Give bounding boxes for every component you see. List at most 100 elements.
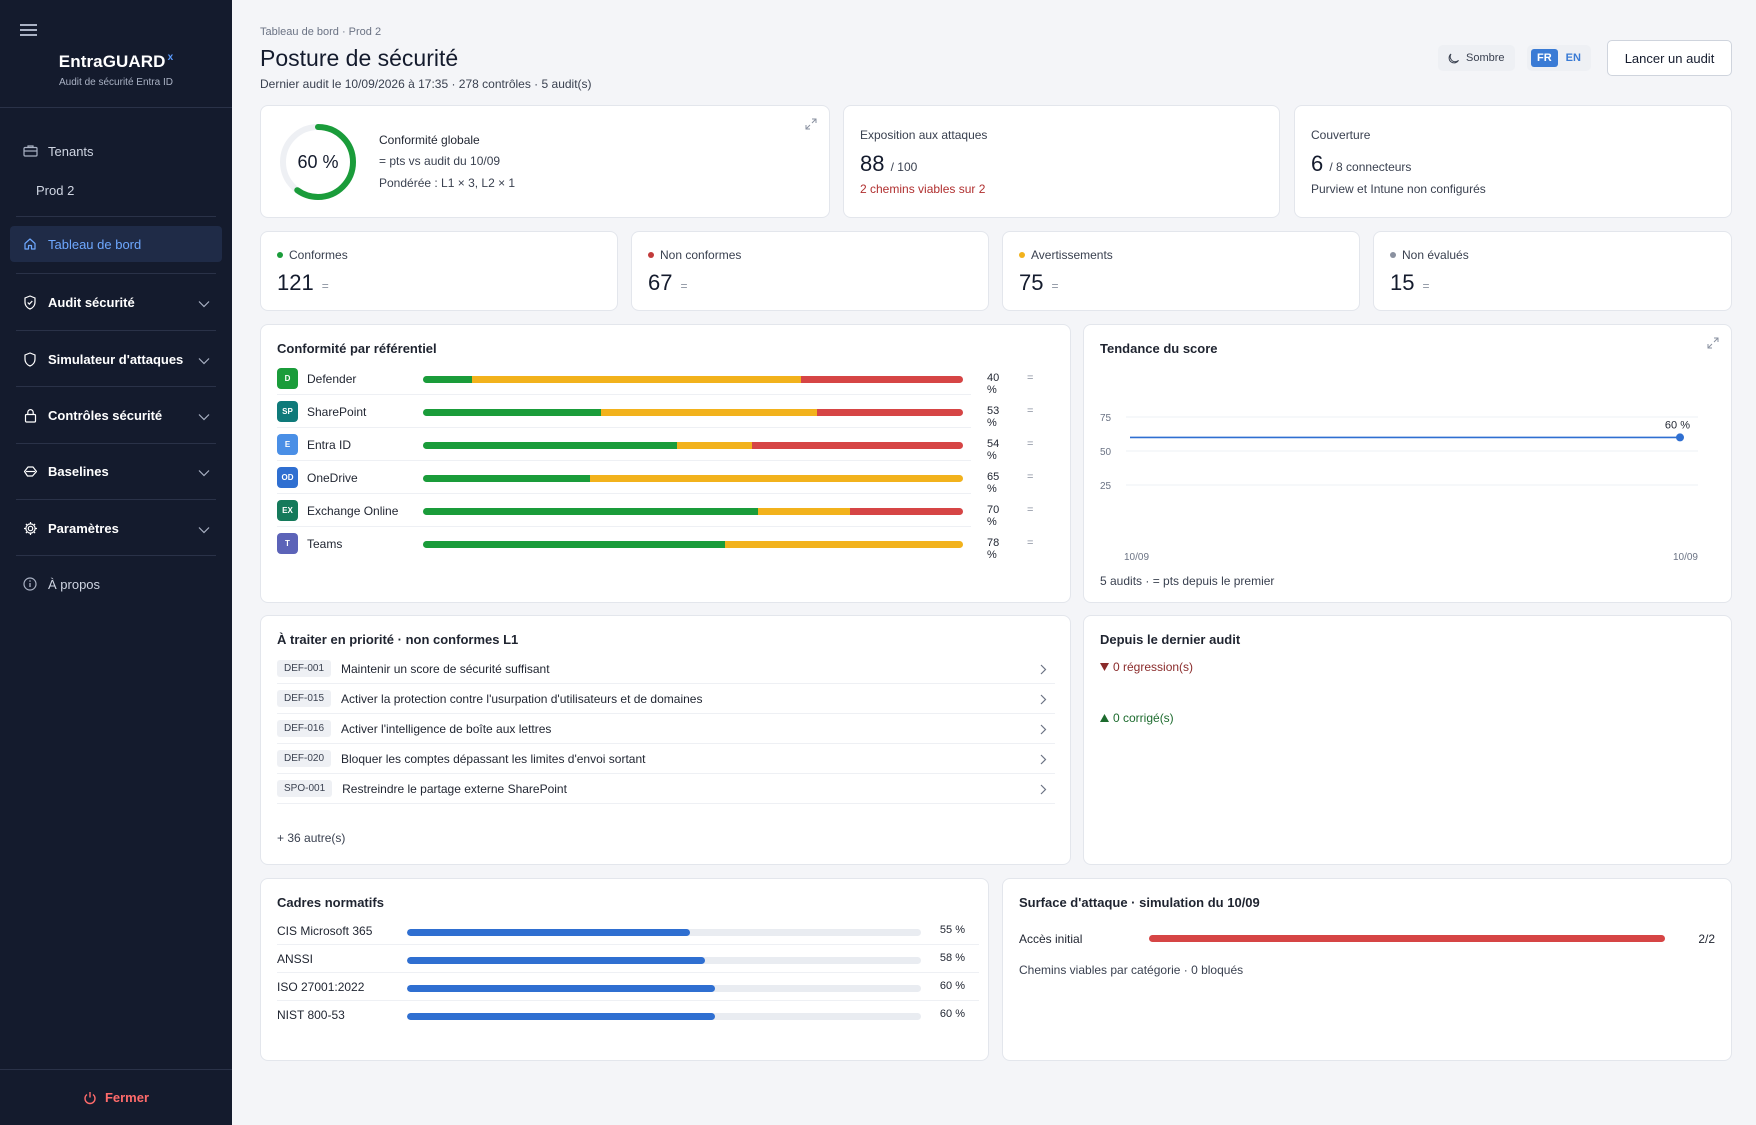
bar-segment-warn xyxy=(725,541,963,548)
priority-item[interactable]: DEF-020 Bloquer les comptes dépassant les… xyxy=(277,744,1055,774)
framework-row[interactable]: ANSSI 58 % xyxy=(277,945,979,973)
sidebar-item-label: Tenants xyxy=(48,143,94,159)
bar-segment-fail xyxy=(800,376,963,383)
bar-segment-fail xyxy=(849,508,963,515)
status-dot xyxy=(648,252,654,258)
control-title: Maintenir un score de sécurité suffisant xyxy=(341,661,550,676)
expand-icon[interactable] xyxy=(1707,337,1719,349)
attack-category-value: 2/2 xyxy=(1698,932,1715,946)
status-dot xyxy=(1390,252,1396,258)
triangle-down-icon xyxy=(1100,663,1109,671)
stat-label: Avertissements xyxy=(1019,248,1113,262)
framework-row[interactable]: ISO 27001:2022 60 % xyxy=(277,973,979,1001)
close-label: Fermer xyxy=(104,1090,150,1105)
chevron-down-icon xyxy=(198,522,210,537)
trend-card: Tendance du score 75 50 25 60 % 10/09 10/09 5… xyxy=(1083,324,1732,603)
trend-note: 5 audits · = pts depuis le premier xyxy=(1100,574,1275,588)
service-delta: = xyxy=(1027,405,1034,417)
tenant-prod2[interactable]: Prod 2 xyxy=(36,183,75,198)
sidebar-divider xyxy=(0,107,232,108)
control-title: Activer l'intelligence de boîte aux lett… xyxy=(341,721,552,736)
service-percent: 54 % xyxy=(987,438,1000,462)
service-name: SharePoint xyxy=(307,405,367,419)
run-audit-button[interactable]: Lancer un audit xyxy=(1607,40,1732,76)
y-tick-label: 25 xyxy=(1100,481,1112,492)
service-badge: SP xyxy=(277,401,298,422)
status-dot xyxy=(1019,252,1025,258)
priority-item[interactable]: SPO-001 Restreindre le partage externe Sh… xyxy=(277,774,1055,804)
sidebar-item-about[interactable]: À propos xyxy=(10,566,222,602)
sidebar-separator xyxy=(16,443,216,444)
sidebar-separator xyxy=(16,216,216,217)
stat-card-not-evaluated: Non évalués 15 = xyxy=(1373,231,1732,311)
priority-item[interactable]: DEF-016 Activer l'intelligence de boîte a… xyxy=(277,714,1055,744)
framework-row[interactable]: CIS Microsoft 365 55 % xyxy=(277,917,979,945)
referential-row[interactable]: SP SharePoint 53 % = xyxy=(277,395,1033,429)
framework-bar xyxy=(407,985,921,992)
referential-row[interactable]: EX Exchange Online 70 % = xyxy=(277,494,1033,528)
framework-percent: 55 % xyxy=(939,924,965,936)
coverage-note: Purview et Intune non configurés xyxy=(1311,182,1486,196)
framework-bar xyxy=(407,929,921,936)
sidebar-item-tenants[interactable]: Tenants xyxy=(10,133,222,169)
referential-row[interactable]: E Entra ID 54 % = xyxy=(277,428,1033,462)
sidebar-item-baselines[interactable]: Baselines xyxy=(10,453,222,489)
service-name: OneDrive xyxy=(307,471,358,485)
lang-en-button[interactable]: EN xyxy=(1565,52,1581,64)
bar-segment-pass xyxy=(423,376,472,383)
since-last-audit-card: Depuis le dernier audit 0 régression(s) … xyxy=(1083,615,1732,865)
brand-mark: x xyxy=(167,52,174,64)
chevron-right-icon xyxy=(1040,664,1047,675)
referential-row[interactable]: OD OneDrive 65 % = xyxy=(277,461,1033,495)
lang-fr-button[interactable]: FR xyxy=(1531,49,1558,67)
more-items-link[interactable]: + 36 autre(s) xyxy=(277,831,346,845)
bar-segment-warn xyxy=(590,475,963,482)
referential-row[interactable]: T Teams 78 % = xyxy=(277,527,1033,561)
attack-surface-card: Surface d'attaque · simulation du 10/09 … xyxy=(1002,878,1732,1061)
expand-icon[interactable] xyxy=(805,118,817,130)
sidebar-item-dashboard[interactable]: Tableau de bord xyxy=(10,226,222,262)
triangle-up-icon xyxy=(1100,714,1109,722)
shield-icon xyxy=(22,351,38,367)
sidebar-item-label: Tableau de bord xyxy=(48,236,142,252)
close-button[interactable]: Fermer xyxy=(0,1069,232,1125)
service-percent: 53 % xyxy=(987,405,1000,429)
theme-toggle-button[interactable]: Sombre xyxy=(1438,45,1515,71)
sidebar-item-simulator[interactable]: Simulateur d'attaques xyxy=(10,341,222,377)
service-delta: = xyxy=(1027,438,1034,450)
referential-row[interactable]: D Defender 40 % = xyxy=(277,362,1033,396)
control-title: Bloquer les comptes dépassant les limite… xyxy=(341,751,646,766)
attack-surface-title: Surface d'attaque · simulation du 10/09 xyxy=(1019,895,1260,910)
data-point[interactable] xyxy=(1676,433,1684,442)
chevron-down-icon xyxy=(198,353,210,368)
regressions: 0 régression(s) xyxy=(1100,660,1193,674)
sidebar-item-controls[interactable]: Contrôles sécurité xyxy=(10,397,222,433)
compliance-weighting: Pondérée : L1 × 3, L2 × 1 xyxy=(379,176,516,190)
service-delta: = xyxy=(1027,504,1034,516)
fixed: 0 corrigé(s) xyxy=(1100,711,1174,725)
framework-percent: 58 % xyxy=(939,952,965,964)
since-title: Depuis le dernier audit xyxy=(1100,632,1241,647)
eraser-icon xyxy=(22,463,38,479)
framework-row[interactable]: NIST 800-53 60 % xyxy=(277,1001,979,1029)
attack-surface-note: Chemins viables par catégorie · 0 bloqué… xyxy=(1019,963,1244,977)
framework-name: CIS Microsoft 365 xyxy=(277,924,373,938)
service-percent: 65 % xyxy=(987,471,1000,495)
stat-delta: = xyxy=(680,279,688,293)
sidebar-item-audit[interactable]: Audit sécurité xyxy=(10,284,222,320)
control-id: DEF-015 xyxy=(277,690,332,707)
data-label: 60 % xyxy=(1665,419,1690,431)
control-id: DEF-020 xyxy=(277,750,332,767)
menu-icon[interactable] xyxy=(20,24,37,36)
sidebar-item-label: Baselines xyxy=(48,463,109,479)
stat-label: Non conformes xyxy=(648,248,741,262)
priority-item[interactable]: DEF-001 Maintenir un score de sécurité su… xyxy=(277,654,1055,684)
stat-value: 75 = xyxy=(1019,270,1059,295)
framework-bar xyxy=(407,957,921,964)
stat-label: Non évalués xyxy=(1390,248,1469,262)
framework-name: NIST 800-53 xyxy=(277,1008,345,1022)
coverage-value: 6 / 8 connecteurs xyxy=(1311,151,1412,176)
priority-item[interactable]: DEF-015 Activer la protection contre l'us… xyxy=(277,684,1055,714)
service-percent: 78 % xyxy=(987,537,1000,561)
sidebar-item-settings[interactable]: Paramètres xyxy=(10,510,222,546)
